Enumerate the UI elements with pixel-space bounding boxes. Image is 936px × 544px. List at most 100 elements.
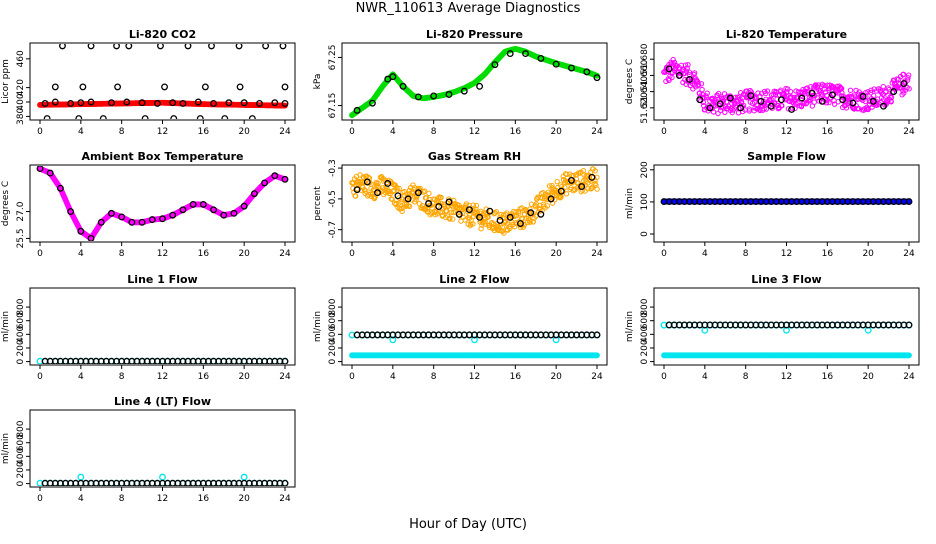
x-tick-label: 8	[743, 249, 749, 259]
data-point	[425, 200, 433, 207]
data-point	[527, 219, 533, 225]
data-point	[468, 221, 474, 227]
series-layer	[660, 321, 913, 359]
data-point	[153, 99, 161, 107]
y-tick-label: 400	[328, 325, 338, 342]
y-tick-label: 25.5	[16, 228, 26, 248]
data-point	[778, 87, 784, 93]
data-point	[470, 202, 477, 208]
data-point	[906, 352, 912, 359]
data-point	[506, 213, 514, 221]
x-tick-label: 4	[390, 249, 396, 259]
data-point	[36, 166, 44, 173]
series-outliers	[43, 44, 289, 119]
data-point	[868, 87, 874, 93]
data-point	[699, 86, 705, 93]
data-point	[777, 96, 785, 104]
x-tick-label: 0	[37, 127, 43, 137]
y-tick-label: 400	[640, 325, 650, 342]
data-point	[220, 211, 228, 219]
x-tick-label: 12	[157, 249, 168, 259]
y-tick-label: 460	[16, 50, 26, 67]
y-tick-label: 0	[328, 358, 338, 364]
data-point	[568, 64, 575, 72]
y-axis-label: percent	[313, 186, 323, 221]
y-tick-label: 400	[16, 325, 26, 342]
data-point	[179, 99, 187, 107]
x-tick-label: 16	[510, 372, 522, 382]
data-point	[399, 82, 407, 90]
y-tick-label: 0	[16, 358, 26, 364]
data-point	[839, 96, 847, 104]
x-tick-label: 12	[781, 372, 792, 382]
data-point	[856, 105, 862, 112]
data-point	[221, 115, 229, 119]
panel-title: Line 4 (LT) Flow	[114, 395, 211, 408]
y-tick-label: 0	[16, 480, 26, 486]
x-tick-label: 16	[198, 127, 210, 137]
data-point	[476, 82, 484, 90]
y-tick-label: 200	[640, 161, 650, 178]
data-point	[760, 107, 766, 113]
y-tick-label: 100	[640, 193, 650, 210]
y-axis-label: ml/min	[625, 188, 635, 219]
x-tick-label: 4	[702, 372, 708, 382]
x-tick-label: 16	[822, 127, 834, 137]
data-point	[460, 87, 468, 95]
series-cyan-spikes	[77, 473, 248, 481]
data-point	[281, 83, 289, 91]
y-axis-label: ml/min	[1, 433, 11, 464]
data-point	[430, 92, 438, 100]
data-point	[683, 68, 690, 74]
data-point	[501, 230, 507, 236]
panel-li820-temperature: Li-820 Temperature degrees C 0 4 8 12 16 20 24 51…	[625, 28, 920, 137]
data-point	[41, 99, 49, 107]
series-layer	[349, 166, 600, 236]
x-tick-label: 12	[157, 127, 168, 137]
x-tick-label: 12	[469, 127, 480, 137]
data-point	[401, 188, 407, 195]
y-tick-label: 400	[16, 447, 26, 464]
data-point	[905, 198, 913, 206]
data-point	[128, 218, 136, 226]
data-point	[905, 75, 911, 81]
data-point	[438, 194, 444, 201]
series-avg-low	[41, 98, 289, 107]
data-point	[787, 88, 794, 95]
x-tick-label: 20	[862, 127, 874, 137]
y-axis-label: degrees C	[625, 59, 635, 104]
y-tick-label: -0.7	[328, 221, 338, 239]
data-point	[179, 206, 187, 214]
y-tick-label: 0	[640, 358, 650, 364]
data-point	[838, 85, 845, 92]
data-point	[900, 71, 907, 77]
data-point	[554, 178, 560, 185]
data-point	[527, 206, 533, 212]
data-point	[904, 77, 911, 83]
data-point	[696, 90, 703, 97]
data-point	[788, 94, 794, 100]
data-point	[389, 336, 397, 344]
data-point	[422, 188, 428, 194]
data-point	[225, 99, 233, 107]
data-point	[484, 213, 491, 220]
data-point	[196, 115, 204, 119]
data-point	[675, 71, 683, 79]
data-point	[558, 194, 564, 200]
data-point	[384, 180, 392, 187]
data-point	[594, 186, 600, 192]
data-point	[779, 103, 785, 109]
data-point	[900, 80, 908, 87]
data-point	[575, 170, 582, 176]
data-point	[578, 183, 586, 191]
x-tick-label: 4	[78, 494, 84, 504]
x-tick-label: 8	[743, 127, 749, 137]
panel-title: Li-820 Temperature	[726, 28, 847, 41]
data-point	[731, 99, 738, 105]
data-point	[665, 65, 673, 73]
x-tick-label: 0	[37, 494, 43, 504]
data-point	[890, 88, 898, 96]
data-point	[696, 96, 704, 104]
y-tick-label: 600	[328, 312, 338, 329]
data-point	[113, 44, 121, 50]
